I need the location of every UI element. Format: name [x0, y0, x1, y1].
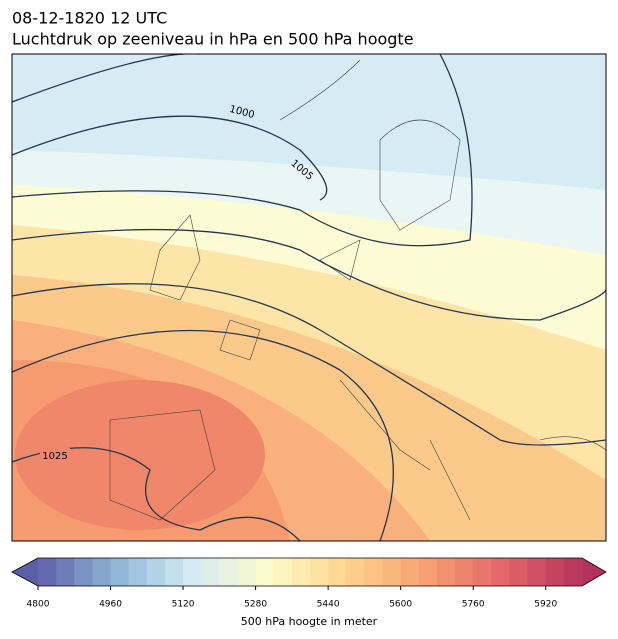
colorbar-segment	[92, 558, 112, 586]
time-title: 08-12-1820 12 UTC	[12, 9, 167, 28]
colorbar-tick-label: 5920	[534, 600, 557, 610]
colorbar-segment	[110, 558, 130, 586]
colorbar-segment	[310, 558, 329, 586]
isobar	[12, 283, 606, 446]
colorbar-segment	[128, 558, 148, 586]
colorbar-segment	[56, 558, 75, 586]
colorbar-segment	[364, 558, 384, 586]
colorbar-segment	[473, 558, 492, 586]
colorbar-tick-label: 4960	[99, 600, 122, 610]
colorbar-segment	[237, 558, 257, 586]
map: 1025 1000 1005	[12, 54, 606, 541]
coastline	[109, 59, 606, 521]
colorbar-segment	[563, 558, 583, 586]
colorbar-segment	[273, 558, 293, 586]
colorbar-segment	[255, 558, 275, 586]
colorbar-segment	[346, 558, 365, 586]
map-frame	[11, 53, 607, 542]
chart-title: Luchtdruk op zeeniveau in hPa en 500 hPa…	[12, 30, 414, 49]
colorbar-segment	[291, 558, 311, 586]
colorbar-segment	[382, 558, 402, 586]
label-bg	[40, 448, 70, 462]
isobar	[12, 329, 394, 541]
colorbar-tick-label: 5600	[389, 600, 412, 610]
colorbar-segment	[527, 558, 547, 586]
isobar	[12, 115, 328, 201]
colorbar-segment	[418, 558, 438, 586]
band	[15, 380, 265, 530]
colorbar-segment	[455, 558, 474, 586]
isobar	[12, 54, 200, 103]
colorbar-outline	[11, 557, 607, 587]
colorbar-tick-label: 5760	[462, 600, 485, 610]
colorbar-tick-label: 5280	[244, 600, 267, 610]
colorbar-segment	[38, 558, 57, 586]
colorbar-segment	[183, 558, 202, 586]
colorbar-segment	[74, 558, 93, 586]
colorbar-tick-label: 5440	[317, 600, 340, 610]
colorbar: 4800 4960 5120 5280 5440 5600 5760 5920	[11, 557, 607, 610]
colorbar-segment	[146, 558, 166, 586]
colorbar-segment	[545, 558, 565, 586]
colorbar-segment	[436, 558, 456, 586]
extend-high	[582, 558, 606, 586]
isobar	[12, 228, 606, 321]
colorbar-label: 500 hPa hoogte in meter	[241, 615, 378, 628]
colorbar-segment	[509, 558, 529, 586]
extend-low	[12, 558, 38, 586]
isobar-label: 1025	[42, 451, 67, 462]
colorbar-segment	[491, 558, 510, 586]
colorbar-segment	[201, 558, 220, 586]
colorbar-segment	[400, 558, 420, 586]
colorbar-tick-label: 4800	[27, 600, 50, 610]
isobar	[12, 54, 473, 247]
isobar	[12, 447, 301, 541]
colorbar-segment	[164, 558, 184, 586]
colorbar-segment	[219, 558, 238, 586]
colorbar-segment	[328, 558, 347, 586]
colorbar-tick-label: 5120	[172, 600, 195, 610]
